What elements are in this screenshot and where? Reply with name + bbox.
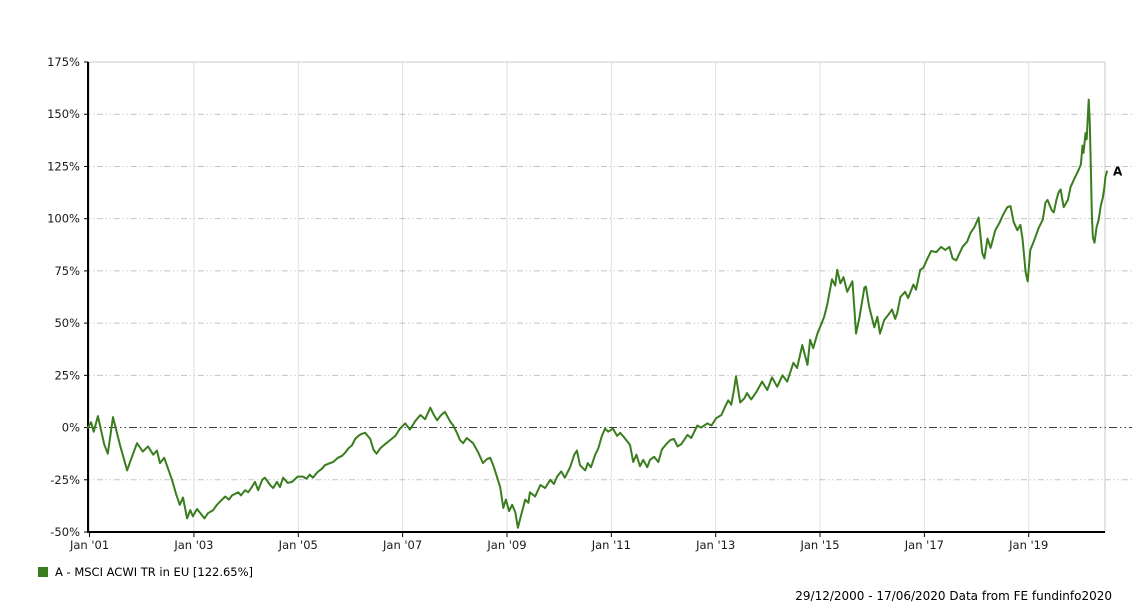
series-a-legend-label: A - MSCI ACWI TR in EU [122.65%] bbox=[55, 565, 254, 579]
x-tick-label: Jan '13 bbox=[695, 538, 735, 552]
y-tick-label: -50% bbox=[50, 525, 80, 539]
x-tick-label: Jan '17 bbox=[904, 538, 944, 552]
legend: A - MSCI ACWI TR in EU [122.65%] bbox=[38, 565, 253, 579]
series-a-swatch bbox=[38, 567, 48, 577]
series-a-line bbox=[87, 98, 1108, 529]
y-tick-label: 150% bbox=[47, 107, 80, 121]
x-tick-label: Jan '03 bbox=[173, 538, 213, 552]
series-a-end-marker: A bbox=[1113, 164, 1123, 178]
x-tick-label: Jan '09 bbox=[486, 538, 526, 552]
series: A bbox=[87, 98, 1123, 529]
y-tick-label: 175% bbox=[47, 55, 80, 69]
y-tick-label: 25% bbox=[54, 368, 80, 382]
x-tick-label: Jan '11 bbox=[591, 538, 631, 552]
footer-source-text: 29/12/2000 - 17/06/2020 Data from FE fun… bbox=[795, 589, 1112, 603]
y-tick-label: -25% bbox=[50, 473, 80, 487]
axes bbox=[84, 61, 1105, 537]
gridlines bbox=[88, 61, 1132, 532]
y-tick-label: 50% bbox=[54, 316, 80, 330]
x-tick-label: Jan '01 bbox=[69, 538, 109, 552]
x-tick-label: Jan '15 bbox=[799, 538, 839, 552]
y-tick-label: 100% bbox=[47, 212, 80, 226]
y-tick-label: 75% bbox=[54, 264, 80, 278]
x-tick-label: Jan '19 bbox=[1008, 538, 1048, 552]
y-tick-label: 0% bbox=[62, 421, 80, 435]
x-tick-label: Jan '07 bbox=[382, 538, 422, 552]
x-tick-label: Jan '05 bbox=[278, 538, 318, 552]
y-tick-label: 125% bbox=[47, 159, 80, 173]
axis-labels: 175%150%125%100%75%50%25%0%-25%-50%Jan '… bbox=[47, 55, 1048, 552]
